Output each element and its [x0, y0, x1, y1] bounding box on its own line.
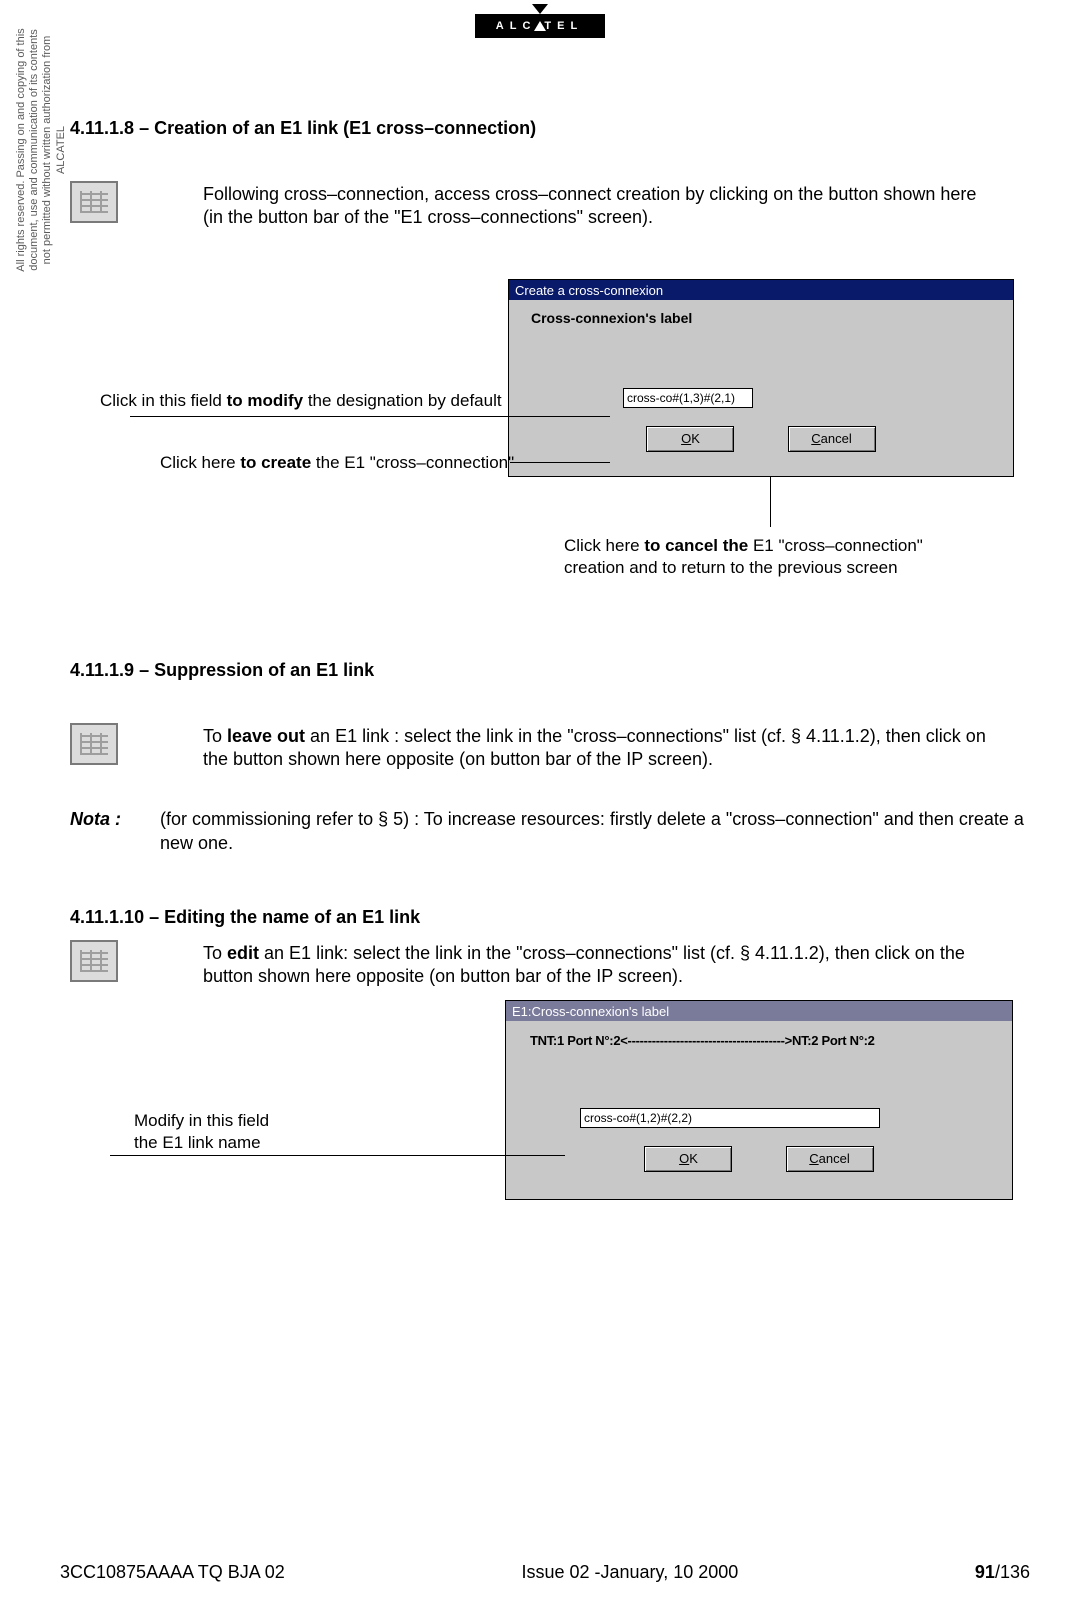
- section2-body: To leave out an E1 link : select the lin…: [203, 723, 993, 772]
- section3-heading: 4.11.1.10 – Editing the name of an E1 li…: [70, 907, 1055, 928]
- crossconnexion-label-text: Cross-connexion's label: [531, 310, 999, 326]
- ok-button-2[interactable]: OK: [644, 1146, 732, 1172]
- co3-pre: Click here: [564, 536, 644, 555]
- cancel2-u: C: [809, 1151, 818, 1166]
- s2-pre: To: [203, 726, 227, 746]
- logo-triangle-icon: [532, 4, 548, 14]
- page-current: 91: [975, 1562, 995, 1582]
- nota-body: (for commissioning refer to § 5) : To in…: [160, 807, 1030, 856]
- port-label: TNT:1 Port N°:2<------------------------…: [530, 1033, 998, 1048]
- edit-label-input[interactable]: [580, 1108, 880, 1128]
- callout2-line: [510, 462, 610, 463]
- section-heading: 4.11.1.8 – Creation of an E1 link (E1 cr…: [70, 118, 1055, 139]
- ok-button-label: O: [681, 431, 691, 446]
- page-footer: 3CC10875AAAA TQ BJA 02 Issue 02 -January…: [60, 1562, 1030, 1583]
- crossconnexion-label-input[interactable]: [623, 388, 753, 408]
- cancel-button[interactable]: Cancel: [788, 426, 876, 452]
- ok2-u: O: [679, 1151, 689, 1166]
- nota-label: Nota :: [70, 807, 155, 831]
- s3-pre: To: [203, 943, 227, 963]
- co1-bold: to modify: [227, 391, 304, 410]
- section3-body: To edit an E1 link: select the link in t…: [203, 940, 993, 989]
- page-total: /136: [995, 1562, 1030, 1582]
- alcatel-logo: ALC TEL: [475, 14, 605, 38]
- cancel-button-2[interactable]: Cancel: [786, 1146, 874, 1172]
- s3-post: an E1 link: select the link in the "cros…: [203, 943, 965, 986]
- suppress-link-toolbar-icon: [70, 723, 118, 765]
- co2-pre: Click here: [160, 453, 240, 472]
- create-crossconnexion-dialog: Create a cross-connexion Cross-connexion…: [508, 279, 1014, 477]
- footer-docref: 3CC10875AAAA TQ BJA 02: [60, 1562, 285, 1583]
- intro-text: Following cross–connection, access cross…: [203, 181, 993, 230]
- section-4-11-1-8: 4.11.1.8 – Creation of an E1 link (E1 cr…: [70, 118, 1055, 265]
- callout4-line: [110, 1155, 565, 1156]
- section3-intro-row: To edit an E1 link: select the link in t…: [70, 940, 1055, 989]
- dialog2-body: TNT:1 Port N°:2<------------------------…: [506, 1021, 1012, 1180]
- edit-link-toolbar-icon: [70, 940, 118, 982]
- dialog-button-row: OK Cancel: [523, 426, 999, 452]
- s2-bold: leave out: [227, 726, 305, 746]
- footer-issue: Issue 02 -January, 10 2000: [521, 1562, 738, 1583]
- section2-heading: 4.11.1.9 – Suppression of an E1 link: [70, 660, 1055, 681]
- s2-post: an E1 link : select the link in the "cro…: [203, 726, 986, 769]
- callout-modify-name: Modify in this field the E1 link name: [134, 1110, 384, 1154]
- callout3-line: [770, 477, 771, 527]
- nota-block: Nota : (for commissioning refer to § 5) …: [70, 807, 1055, 856]
- co3-bold: to cancel the: [644, 536, 748, 555]
- create-crossconnect-toolbar-icon: [70, 181, 118, 223]
- co1-pre: Click in this field: [100, 391, 227, 410]
- dialog-body: Cross-connexion's label OK Cancel: [509, 300, 1013, 460]
- callout-cancel: Click here to cancel the E1 "cross–conne…: [564, 535, 954, 579]
- ok-button[interactable]: OK: [646, 426, 734, 452]
- edit-crossconnexion-dialog: E1:Cross-connexion's label TNT:1 Port N°…: [505, 1000, 1013, 1200]
- logo-text-right: TEL: [544, 20, 583, 32]
- callout-create: Click here to create the E1 "cross–conne…: [160, 452, 520, 474]
- callout1-line: [130, 416, 610, 417]
- dialog-titlebar: Create a cross-connexion: [509, 280, 1013, 300]
- co2-post: the E1 "cross–connection": [311, 453, 514, 472]
- logo-text-left: ALC: [496, 20, 537, 32]
- co2-bold: to create: [240, 453, 311, 472]
- intro-row: Following cross–connection, access cross…: [70, 181, 1055, 230]
- co4-line1: Modify in this field: [134, 1110, 384, 1132]
- section-4-11-1-9: 4.11.1.9 – Suppression of an E1 link To …: [70, 660, 1055, 855]
- s3-bold: edit: [227, 943, 259, 963]
- dialog2-titlebar: E1:Cross-connexion's label: [506, 1001, 1012, 1021]
- co4-line2: the E1 link name: [134, 1132, 384, 1154]
- cancel-button-label: C: [811, 431, 820, 446]
- callout-modify-field: Click in this field to modify the design…: [100, 390, 530, 412]
- footer-page: 91/136: [975, 1562, 1030, 1583]
- dialog2-button-row: OK Cancel: [520, 1146, 998, 1172]
- section2-intro-row: To leave out an E1 link : select the lin…: [70, 723, 1055, 772]
- co1-post: the designation by default: [303, 391, 501, 410]
- copyright-sidetext: All rights reserved. Passing on and copy…: [15, 15, 68, 285]
